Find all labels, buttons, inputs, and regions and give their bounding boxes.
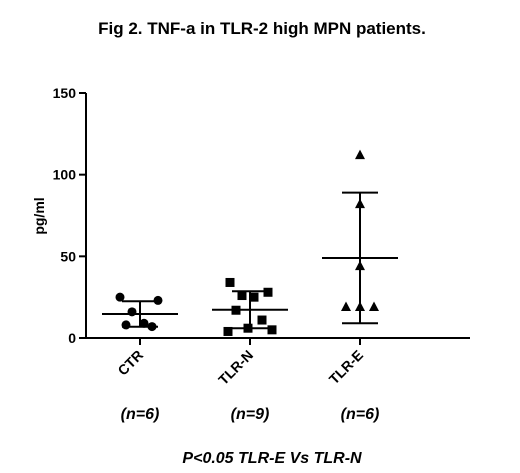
- y-tick-label: 100: [53, 167, 77, 183]
- data-point: [355, 260, 365, 271]
- data-point: [223, 326, 233, 336]
- chart-title: Fig 2. TNF-a in TLR-2 high MPN patients.: [98, 19, 426, 38]
- y-tick-label: 0: [68, 330, 76, 346]
- data-point: [237, 291, 247, 301]
- group-note: (n=9): [231, 406, 270, 423]
- data-point: [355, 198, 365, 209]
- x-tick-label: TLR-E: [326, 347, 366, 387]
- data-point: [355, 149, 365, 160]
- group-note: (n=6): [341, 406, 380, 423]
- data-point: [369, 301, 379, 311]
- y-tick-label: 50: [60, 248, 76, 264]
- data-point: [121, 320, 131, 330]
- footnote: P<0.05 TLR-E Vs TLR-N: [182, 450, 362, 467]
- data-point: [115, 292, 125, 302]
- data-point: [257, 315, 267, 325]
- y-axis-label: pg/ml: [31, 197, 47, 234]
- x-tick-label: TLR-N: [215, 347, 256, 388]
- data-point: [139, 318, 149, 328]
- data-point: [243, 323, 253, 333]
- data-point: [267, 325, 277, 335]
- x-tick-label: CTR: [114, 347, 146, 379]
- data-point: [249, 292, 259, 302]
- data-point: [147, 322, 157, 332]
- group-note: (n=6): [121, 406, 160, 423]
- data-point: [341, 301, 351, 311]
- y-tick-label: 150: [53, 85, 77, 101]
- data-point: [355, 301, 365, 311]
- data-point: [263, 287, 273, 297]
- data-point: [225, 277, 235, 287]
- data-point: [127, 307, 137, 317]
- data-point: [231, 305, 241, 315]
- data-point: [153, 295, 163, 305]
